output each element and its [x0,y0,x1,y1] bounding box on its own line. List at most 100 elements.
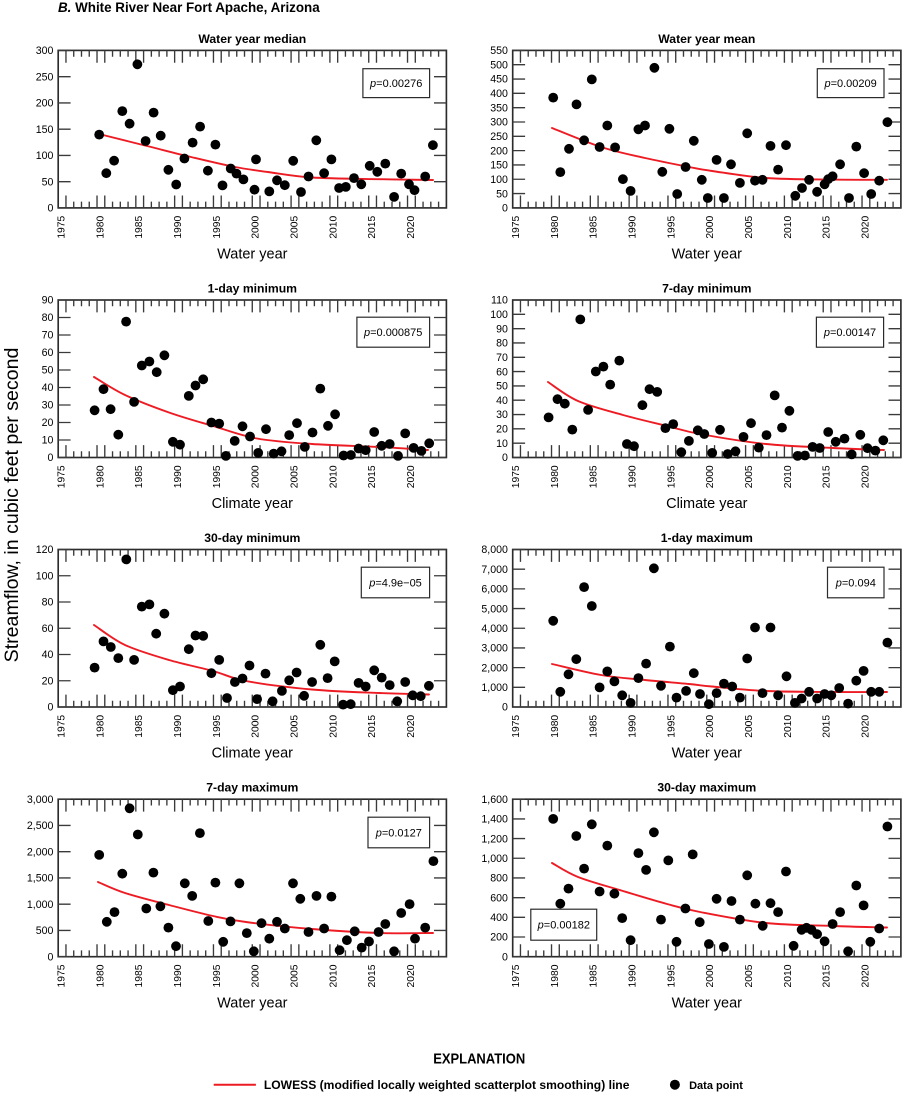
svg-text:30: 30 [496,409,508,421]
svg-text:p=0.094: p=0.094 [835,577,876,589]
svg-text:250: 250 [490,131,508,143]
svg-text:2020: 2020 [406,215,417,238]
svg-text:100: 100 [490,309,508,321]
svg-text:0: 0 [47,702,53,714]
svg-text:100: 100 [490,174,508,186]
svg-text:1-day minimum: 1-day minimum [208,281,298,295]
svg-text:Water year: Water year [672,995,743,1011]
svg-text:1,000: 1,000 [481,853,508,865]
svg-text:1975: 1975 [57,465,68,488]
svg-text:2010: 2010 [783,465,794,488]
svg-text:1990: 1990 [628,215,639,238]
svg-text:1980: 1980 [95,964,106,987]
svg-text:80: 80 [496,338,508,350]
svg-text:1980: 1980 [95,715,106,738]
svg-text:1980: 1980 [550,215,561,238]
svg-text:1985: 1985 [134,715,145,738]
svg-text:p=0.00276: p=0.00276 [369,78,422,90]
svg-text:Water year mean: Water year mean [658,32,755,46]
svg-text:1995: 1995 [212,964,223,987]
svg-text:1,200: 1,200 [481,833,508,845]
svg-text:1985: 1985 [134,964,145,987]
svg-text:7-day maximum: 7-day maximum [206,781,298,795]
svg-text:5,000: 5,000 [481,603,508,615]
svg-text:10: 10 [496,438,508,450]
svg-text:60: 60 [42,623,54,635]
svg-text:7-day minimum: 7-day minimum [662,281,752,295]
svg-text:20: 20 [42,676,54,688]
svg-text:300: 300 [490,117,508,129]
svg-text:2000: 2000 [705,215,716,238]
svg-text:1975: 1975 [511,715,522,738]
svg-text:50: 50 [42,365,54,377]
svg-text:40: 40 [42,382,54,394]
svg-text:2005: 2005 [744,715,755,738]
svg-text:300: 300 [36,45,54,57]
svg-text:2015: 2015 [822,715,833,738]
svg-text:EXPLANATION: EXPLANATION [433,1051,525,1067]
svg-text:1980: 1980 [550,465,561,488]
svg-text:1990: 1990 [173,964,184,987]
svg-text:500: 500 [36,925,54,937]
svg-text:400: 400 [490,912,508,924]
svg-text:2010: 2010 [783,215,794,238]
svg-text:800: 800 [490,873,508,885]
svg-text:1985: 1985 [589,964,600,987]
svg-text:2020: 2020 [406,715,417,738]
svg-text:1995: 1995 [212,465,223,488]
svg-text:2005: 2005 [290,964,301,987]
svg-text:2000: 2000 [705,465,716,488]
svg-text:0: 0 [47,452,53,464]
svg-text:2010: 2010 [783,964,794,987]
svg-text:0: 0 [47,951,53,963]
svg-text:0: 0 [502,702,508,714]
svg-text:0: 0 [502,951,508,963]
svg-text:20: 20 [42,417,54,429]
svg-text:Water year: Water year [217,247,288,263]
svg-text:2020: 2020 [406,964,417,987]
svg-text:2015: 2015 [367,715,378,738]
svg-text:4,000: 4,000 [481,623,508,635]
svg-text:30: 30 [42,400,54,412]
svg-text:1990: 1990 [628,715,639,738]
svg-text:0: 0 [502,452,508,464]
svg-text:1,600: 1,600 [481,794,508,806]
svg-text:110: 110 [491,295,508,307]
svg-text:30-day maximum: 30-day maximum [657,781,756,795]
svg-text:Streamflow, in cubic feet per: Streamflow, in cubic feet per second [1,348,23,663]
svg-text:2005: 2005 [290,215,301,238]
svg-text:100: 100 [36,150,54,162]
svg-text:2000: 2000 [251,215,262,238]
svg-text:1985: 1985 [134,465,145,488]
svg-text:Water year: Water year [672,746,743,762]
svg-text:Climate year: Climate year [212,496,294,512]
svg-text:150: 150 [36,124,54,136]
svg-text:2015: 2015 [367,215,378,238]
svg-text:50: 50 [496,188,508,200]
svg-text:LOWESS (modified locally weigh: LOWESS (modified locally weighted scatte… [264,1078,630,1092]
svg-text:1,400: 1,400 [481,814,508,826]
svg-text:2005: 2005 [744,465,755,488]
svg-text:3,000: 3,000 [481,643,508,655]
svg-text:10: 10 [42,435,54,447]
svg-text:1985: 1985 [134,215,145,238]
svg-text:Climate year: Climate year [666,496,748,512]
svg-text:B. White River Near Fort Apach: B. White River Near Fort Apache, Arizona [58,0,320,15]
svg-text:1985: 1985 [589,465,600,488]
svg-text:500: 500 [490,59,508,71]
svg-text:0: 0 [47,203,53,215]
svg-text:2000: 2000 [251,465,262,488]
svg-text:1975: 1975 [511,964,522,987]
svg-text:2000: 2000 [251,964,262,987]
svg-text:1980: 1980 [95,465,106,488]
svg-text:80: 80 [42,597,54,609]
svg-text:Water year median: Water year median [198,32,306,46]
svg-text:1985: 1985 [589,215,600,238]
svg-text:350: 350 [490,102,508,114]
svg-text:200: 200 [490,932,508,944]
svg-text:1990: 1990 [173,465,184,488]
svg-text:1995: 1995 [212,215,223,238]
svg-text:Water year: Water year [217,995,288,1011]
svg-text:2010: 2010 [328,964,339,987]
svg-text:1990: 1990 [628,465,639,488]
